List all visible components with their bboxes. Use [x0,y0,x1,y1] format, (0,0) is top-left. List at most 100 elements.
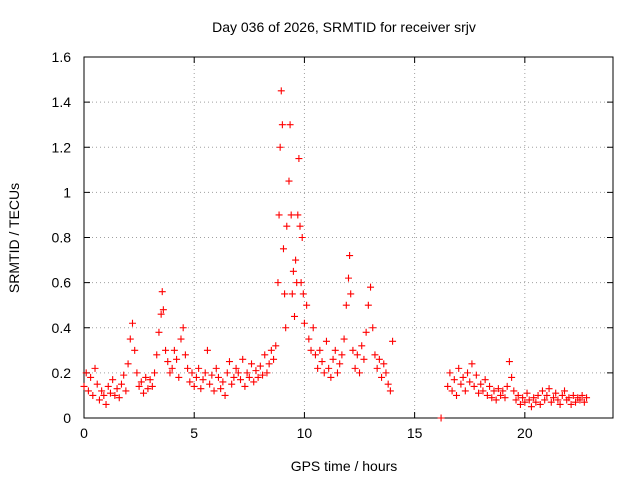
x-tick-label: 15 [407,425,423,441]
data-point [510,387,518,395]
data-point [516,400,524,408]
data-point [142,373,150,381]
data-point [347,290,355,298]
data-point [457,380,465,388]
data-point [486,382,494,390]
data-point [349,346,357,354]
data-point [250,378,258,386]
x-tick-label: 0 [80,425,88,441]
data-point [316,346,324,354]
data-point [256,362,264,370]
data-point [556,400,564,408]
data-point [128,319,136,327]
data-point [272,342,280,350]
data-point [248,360,256,368]
data-point [170,346,178,354]
data-point [252,367,260,375]
data-point [80,382,88,390]
data-point [223,369,231,377]
chart-title: Day 036 of 2026, SRMTID for receiver srj… [212,19,476,35]
data-point [232,364,240,372]
data-points [80,87,591,422]
data-point [212,364,220,372]
data-point [195,364,203,372]
data-point [311,351,319,359]
data-point [329,355,337,363]
data-point [580,398,588,406]
data-point [488,394,496,402]
data-point [340,335,348,343]
data-point [499,387,507,395]
data-point [583,394,591,402]
data-point [164,358,172,366]
data-point [239,355,247,363]
data-point [243,369,251,377]
data-point [278,121,286,129]
data-point [464,369,472,377]
data-point [230,373,238,381]
data-point [382,369,390,377]
data-point [380,360,388,368]
x-tick-label: 5 [190,425,198,441]
data-point [386,387,394,395]
data-point [450,376,458,384]
data-point [459,373,467,381]
data-point [318,358,326,366]
data-point [309,324,317,332]
data-point [351,364,359,372]
tick-labels: 0 5 10 15 20 0 0.2 0.4 0.6 0.8 1 1.2 1.4 1.6 [52,49,533,441]
y-tick-label: 0.2 [52,365,72,381]
data-point [289,267,297,275]
x-tick-label: 10 [297,425,313,441]
data-point [532,398,540,406]
data-point [325,364,333,372]
data-point [538,387,546,395]
data-point [98,387,106,395]
data-point [331,346,339,354]
data-point [364,301,372,309]
y-tick-label: 0.8 [52,230,72,246]
data-point [501,394,509,402]
data-point [288,290,296,298]
data-point [466,378,474,386]
data-point [175,373,183,381]
data-point [265,360,273,368]
data-point [536,400,544,408]
y-tick-label: 1.4 [52,94,72,110]
data-point [241,382,249,390]
data-point [153,351,161,359]
data-point [158,288,166,296]
data-point [367,283,375,291]
grid-lines [84,57,613,418]
data-point [320,369,328,377]
data-point [290,312,298,320]
y-tick-label: 1.2 [52,139,72,155]
data-point [497,391,505,399]
data-point [199,376,207,384]
data-point [155,328,163,336]
data-point [448,387,456,395]
y-tick-label: 1 [63,184,71,200]
y-tick-label: 0.4 [52,320,72,336]
data-point [282,324,290,332]
x-tick-label: 20 [517,425,533,441]
data-point [505,358,513,366]
data-point [389,337,397,345]
data-point [327,373,335,381]
data-point [521,398,529,406]
data-point [95,396,103,404]
data-point [179,324,187,332]
data-point [135,382,143,390]
data-point [208,371,216,379]
data-point [527,403,535,411]
data-point [133,369,141,377]
data-point [314,364,322,372]
data-point [545,385,553,393]
data-point [109,376,117,384]
data-point [276,143,284,151]
data-point [192,373,200,381]
data-point [91,364,99,372]
data-point [342,301,350,309]
data-point [519,394,527,402]
